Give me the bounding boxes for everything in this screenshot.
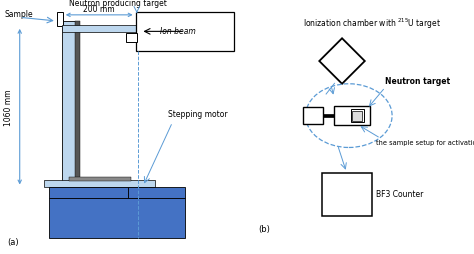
Bar xyxy=(69,177,131,181)
Text: 1060 mm: 1060 mm xyxy=(4,89,13,125)
Bar xyxy=(62,25,140,32)
Text: Neutron producing target: Neutron producing target xyxy=(69,0,167,8)
Bar xyxy=(49,198,185,238)
Text: Ionization chamber with $^{215}$U target: Ionization chamber with $^{215}$U target xyxy=(302,17,441,31)
Text: Sample: Sample xyxy=(5,10,34,19)
Bar xyxy=(75,21,80,181)
Bar xyxy=(303,107,323,124)
Text: (b): (b) xyxy=(258,225,270,234)
Text: 200 mm: 200 mm xyxy=(83,5,114,14)
Bar xyxy=(62,21,76,181)
Text: the sample setup for activation: the sample setup for activation xyxy=(376,140,474,146)
Bar xyxy=(321,172,372,216)
Bar xyxy=(128,187,185,198)
Text: Stepping motor: Stepping motor xyxy=(168,110,227,119)
Text: Neutron target: Neutron target xyxy=(385,77,450,86)
Bar xyxy=(45,180,155,187)
Bar xyxy=(57,12,63,26)
Bar xyxy=(334,106,371,125)
Bar xyxy=(351,109,364,122)
Bar xyxy=(126,33,137,42)
Polygon shape xyxy=(319,38,365,84)
Text: BF3 Counter: BF3 Counter xyxy=(376,190,424,199)
Text: (a): (a) xyxy=(8,237,19,247)
Bar xyxy=(136,12,234,51)
Bar xyxy=(49,187,128,198)
Bar xyxy=(323,114,334,117)
Bar xyxy=(352,111,362,121)
Text: Ion beam: Ion beam xyxy=(160,27,195,36)
